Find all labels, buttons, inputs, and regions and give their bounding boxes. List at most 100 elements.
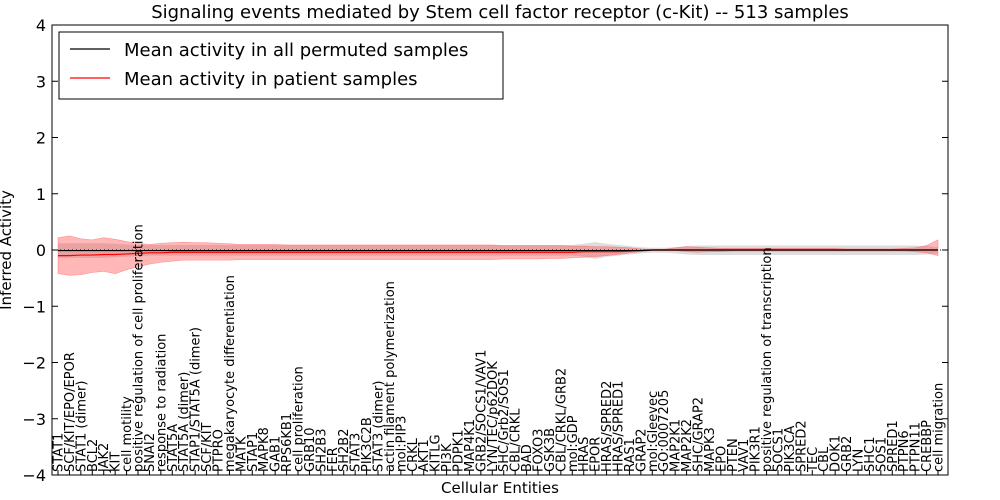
x-tick-label: mol:PIP3 xyxy=(394,416,409,472)
y-axis-title: Inferred Activity xyxy=(0,190,15,310)
y-tick-label: 1 xyxy=(36,185,46,204)
x-tick-label: BCL2 xyxy=(86,439,101,472)
x-tick-label: GRAP2 xyxy=(634,428,649,472)
x-tick-label: KIT xyxy=(109,452,124,472)
x-tick-label: STAT3 xyxy=(349,433,364,472)
x-tick-label: MAPK8 xyxy=(257,427,272,472)
x-tick-label: PTPRO xyxy=(212,429,227,472)
x-tick-label: DOK1 xyxy=(829,435,844,472)
x-tick-label: FER xyxy=(326,447,341,472)
plot-frame xyxy=(51,24,949,476)
chart-title: Signaling events mediated by Stem cell f… xyxy=(151,2,849,23)
legend-box xyxy=(58,31,504,100)
x-tick-label: PIK3CA xyxy=(783,425,798,472)
x-tick-label: CREBBP xyxy=(920,420,935,472)
x-tick-label: GO:0007205 xyxy=(657,390,672,472)
x-tick-label: CRKL xyxy=(406,437,421,472)
x-tick-label: CBL/CRKL xyxy=(509,408,524,472)
x-tick-label: SOS1 xyxy=(874,437,889,472)
x-tick-label: SOCS1 xyxy=(772,428,787,472)
x-tick-label: PI3K xyxy=(440,443,455,472)
y-tick-label: 3 xyxy=(36,72,46,91)
x-tick-label: STAT5A xyxy=(166,424,181,472)
x-tick-label: BAD xyxy=(520,444,535,472)
x-tick-label: PIK3R1 xyxy=(749,426,764,472)
x-tick-label: mol:GDP xyxy=(566,415,581,472)
x-tick-label: EPO xyxy=(714,446,729,472)
x-tick-label: PIK3C2B xyxy=(360,417,375,472)
x-tick-label: positive regulation of cell proliferatio… xyxy=(132,224,147,472)
x-tick-label: AKT1 xyxy=(417,439,432,472)
x-tick-label: GRB2 xyxy=(840,436,855,472)
y-tick-label: −1 xyxy=(22,297,46,316)
y-tick-label: 4 xyxy=(36,16,46,35)
x-tick-label: positive regulation of transcription xyxy=(760,247,775,472)
x-tick-label: STAT5A (dimer) xyxy=(177,372,192,472)
x-tick-label: MATK xyxy=(234,436,249,472)
x-tick-label: SH2B3 xyxy=(314,429,329,473)
x-tick-label: PDPK1 xyxy=(452,430,467,473)
x-tick-label: HRAS/SPRED2 xyxy=(600,381,615,472)
x-tick-label: SPRED2 xyxy=(794,420,809,472)
x-tick-label: SHC1 xyxy=(863,437,878,472)
x-tick-label: STAT1 xyxy=(52,433,67,472)
x-tick-label: MAPK3 xyxy=(703,427,718,472)
y-tick-label: 2 xyxy=(36,129,46,148)
x-tick-label: MAP2K1 xyxy=(669,419,684,472)
x-tick-label: RAS1 xyxy=(623,438,638,472)
x-tick-label: SCF/KIT/EPO/EPOR xyxy=(63,352,78,472)
x-tick-label: SPRED1 xyxy=(886,420,901,472)
x-tick-label: STAT1 (dimer) xyxy=(74,381,89,472)
y-tick-label: −2 xyxy=(22,354,46,373)
x-tick-label: PTEN xyxy=(726,438,741,472)
x-tick-label: FOXO3 xyxy=(532,429,547,472)
x-tick-label: PTPN11 xyxy=(909,422,924,472)
y-tick-label: 0 xyxy=(36,241,46,260)
x-tick-label: EPOR xyxy=(589,437,604,472)
x-tick-label: KITLG xyxy=(429,434,444,472)
x-tick-label: JAK2 xyxy=(97,443,112,473)
x-tick-label: CBL/CRKL/GRB2 xyxy=(554,368,569,472)
x-tick-label: RPS6KB1 xyxy=(280,413,295,472)
x-tick-label: SHC/Grb2/SOS1 xyxy=(497,369,512,472)
x-tick-label: STAP1 xyxy=(246,432,261,472)
x-tick-label: SCF/KIT xyxy=(200,422,215,472)
y-tick-label: −4 xyxy=(22,466,46,485)
x-tick-label: GAB1 xyxy=(269,436,284,472)
series-lines xyxy=(52,249,948,257)
x-tick-label: SHC/GRAP2 xyxy=(692,397,707,472)
x-tick-label: HRAS/SPRED1 xyxy=(612,381,627,472)
legend: Mean activity in all permuted samples Me… xyxy=(58,31,504,100)
x-tick-label: response to radiation xyxy=(154,334,169,472)
x-tick-label: LYN/TEC/p62DOK xyxy=(486,361,501,472)
x-tick-label: STAP1/STAT5A (dimer) xyxy=(189,327,204,472)
legend-label-permuted: Mean activity in all permuted samples xyxy=(124,40,468,61)
x-tick-label: mol:Gleevec xyxy=(646,391,661,472)
x-tick-label: STAT3 (dimer) xyxy=(372,381,387,472)
x-tick-label: cell migration xyxy=(932,383,947,472)
x-tick-label: CBL xyxy=(817,446,832,472)
x-tick-label: megakaryocyte differentiation xyxy=(223,275,238,472)
patient-band xyxy=(57,235,939,276)
x-tick-label: HRAS xyxy=(577,437,592,472)
x-tick-label: cell motility xyxy=(120,396,135,472)
y-axis-ticks: −4 −3 −2 −1 0 1 2 3 4 xyxy=(22,16,948,485)
x-tick-label: actin filament polymerization xyxy=(383,281,398,472)
x-tick-label: PTPN6 xyxy=(897,430,912,472)
x-tick-label: VAV1 xyxy=(737,439,752,472)
x-tick-label: MAP2K2 xyxy=(680,419,695,472)
x-tick-label: GSK3B xyxy=(543,428,558,472)
x-tick-label: LYN xyxy=(852,449,867,472)
x-tick-label: TEC xyxy=(806,447,821,473)
y-tick-label: −3 xyxy=(22,410,46,429)
legend-label-patient: Mean activity in patient samples xyxy=(124,69,418,90)
x-tick-label: GRB2/SOCS1/VAV1 xyxy=(474,350,489,472)
x-tick-label: GRB10 xyxy=(303,427,318,472)
permuted-mean-line xyxy=(58,249,938,252)
x-tick-label: MAP4K1 xyxy=(463,419,478,472)
x-axis-title: Cellular Entities xyxy=(441,479,559,497)
x-tick-label: SH2B2 xyxy=(337,429,352,473)
x-tick-label: cell proliferation xyxy=(292,366,307,472)
